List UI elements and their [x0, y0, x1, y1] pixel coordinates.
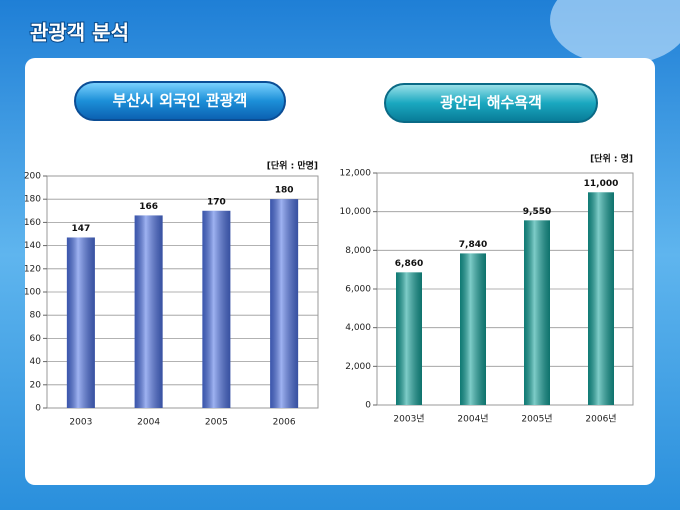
x-tick-label: 2004년: [457, 414, 488, 425]
chart-title-pill: [384, 83, 598, 123]
chart-title: 부산시 외국인 관광객: [113, 92, 248, 110]
x-tick-label: 2006년: [585, 414, 616, 425]
bar-shine: [524, 220, 550, 405]
globe-decoration: [550, 0, 680, 65]
bar-shine: [588, 192, 614, 405]
y-tick-label: 0: [365, 401, 371, 411]
value-label: 147: [71, 224, 90, 234]
value-label: 6,860: [395, 259, 423, 269]
y-tick-label: 2,000: [345, 362, 371, 372]
value-label: 166: [139, 202, 158, 212]
chart-title: 광안리 해수욕객: [440, 94, 542, 112]
bar-shine: [66, 237, 95, 408]
y-tick-label: 10,000: [340, 207, 372, 217]
value-label: 11,000: [584, 179, 619, 189]
y-tick-label: 20: [30, 380, 42, 390]
x-tick-label: 2004: [137, 418, 160, 428]
y-tick-label: 0: [35, 404, 41, 414]
y-tick-label: 100: [24, 288, 41, 298]
y-tick-label: 6,000: [345, 285, 371, 295]
y-tick-label: 140: [24, 241, 41, 251]
x-tick-label: 2003: [69, 418, 92, 428]
value-label: 9,550: [523, 207, 551, 217]
unit-label: [단위 : 만명]: [267, 160, 318, 172]
y-tick-label: 8,000: [345, 246, 371, 256]
bar-shine: [460, 253, 486, 405]
bar-shine: [270, 199, 299, 408]
x-tick-label: 2003년: [393, 414, 424, 425]
y-tick-label: 180: [24, 195, 41, 205]
y-tick-label: 160: [24, 218, 41, 228]
y-tick-label: 120: [24, 264, 41, 274]
unit-label: [단위 : 명]: [590, 153, 633, 165]
value-label: 170: [207, 197, 226, 207]
y-tick-label: 4,000: [345, 323, 371, 333]
x-tick-label: 2005: [205, 418, 228, 428]
bar-shine: [396, 272, 422, 405]
slide-title: 관광객 분석: [30, 21, 129, 45]
x-tick-label: 2006: [273, 418, 296, 428]
value-label: 7,840: [459, 240, 487, 250]
y-tick-label: 12,000: [340, 169, 372, 179]
x-tick-label: 2005년: [521, 414, 552, 425]
y-tick-label: 200: [24, 172, 41, 182]
y-tick-label: 40: [30, 357, 42, 367]
y-tick-label: 60: [30, 334, 42, 344]
y-tick-label: 80: [30, 311, 42, 321]
bar-shine: [134, 215, 163, 408]
value-label: 180: [275, 186, 294, 196]
chart-title-pill: [74, 81, 286, 121]
bar-shine: [202, 210, 231, 408]
